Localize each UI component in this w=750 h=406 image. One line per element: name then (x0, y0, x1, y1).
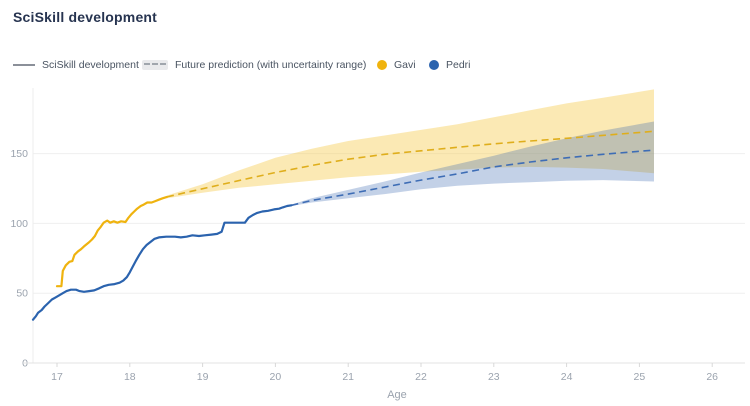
x-tick-label-18: 18 (124, 371, 136, 383)
x-axis-title: Age (387, 389, 407, 401)
y-tick-label-50: 50 (16, 288, 28, 300)
solid-line-swatch (13, 64, 35, 66)
x-tick-label-22: 22 (415, 371, 427, 383)
pedri-dot-icon (429, 60, 439, 70)
pedri-prediction-line (291, 149, 655, 207)
legend-item-future-prediction[interactable]: Future prediction (with uncertainty rang… (142, 56, 366, 74)
legend-label-sciskill: SciSkill development (42, 59, 139, 71)
legend-label-future-prediction: Future prediction (with uncertainty rang… (175, 59, 367, 71)
y-tick-label-150: 150 (10, 148, 28, 160)
page-title: SciSkill development (13, 9, 158, 25)
gavi-uncertainty-band (167, 89, 654, 199)
dashed-line-swatch (142, 60, 168, 70)
gavi-dot-icon (377, 60, 387, 70)
legend-item-gavi[interactable]: Gavi (377, 56, 416, 74)
legend-item-pedri[interactable]: Pedri (429, 56, 471, 74)
x-tick-label-21: 21 (342, 371, 354, 383)
x-tick-label-17: 17 (51, 371, 63, 383)
x-tick-label-24: 24 (561, 371, 573, 383)
x-tick-label-26: 26 (706, 371, 718, 383)
legend-item-sciskill[interactable]: SciSkill development (13, 56, 139, 74)
x-tick-label-20: 20 (270, 371, 282, 383)
gavi-sciskill-line (55, 195, 169, 288)
x-tick-label-23: 23 (488, 371, 500, 383)
x-tick-label-19: 19 (197, 371, 209, 383)
y-tick-label-100: 100 (10, 218, 28, 230)
legend-label-pedri: Pedri (446, 59, 471, 71)
legend-label-gavi: Gavi (394, 59, 416, 71)
gavi-prediction-line (166, 130, 655, 198)
pedri-uncertainty-band (291, 121, 654, 206)
pedri-sciskill-line (31, 204, 293, 321)
x-tick-label-25: 25 (634, 371, 646, 383)
legend: SciSkill development Future prediction (… (0, 56, 750, 74)
